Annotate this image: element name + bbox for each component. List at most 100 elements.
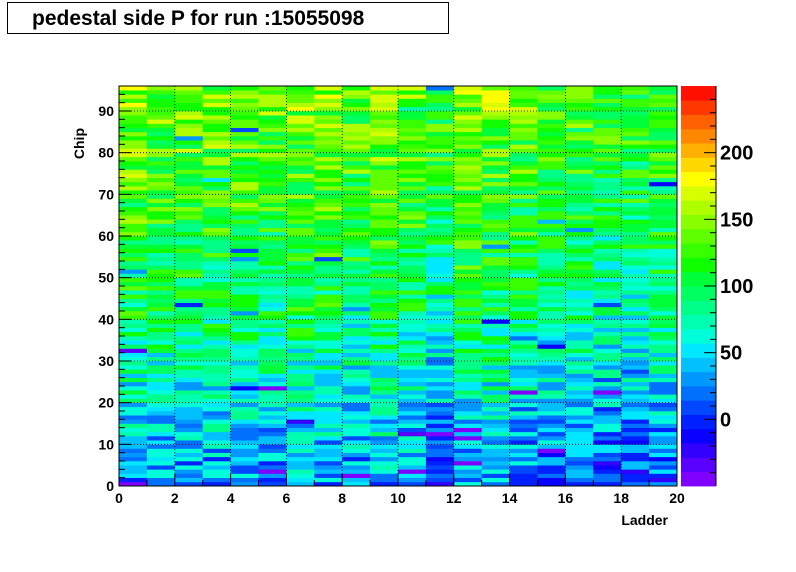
- x-tick-label: 16: [558, 490, 574, 506]
- heatmap-cell: [119, 223, 148, 228]
- heatmap-cell: [621, 465, 650, 470]
- heatmap-cell: [425, 256, 455, 262]
- heatmap-cell: [286, 106, 315, 112]
- heatmap-cell: [258, 452, 287, 458]
- heatmap-cell: [537, 461, 566, 466]
- heatmap-cell: [649, 473, 678, 478]
- heatmap-cell: [174, 323, 203, 328]
- heatmap-cell: [509, 106, 538, 112]
- heatmap-cell: [509, 327, 538, 333]
- heatmap-cell: [481, 94, 510, 99]
- heatmap-cell: [342, 331, 371, 337]
- heatmap-cell: [649, 90, 678, 95]
- color-scale-label: 50: [720, 343, 742, 365]
- heatmap-cell: [481, 306, 510, 312]
- heatmap-cell: [258, 98, 287, 103]
- heatmap-cell: [425, 215, 455, 220]
- heatmap-cell: [230, 202, 259, 208]
- heatmap-cell: [174, 415, 203, 420]
- heatmap-cell: [537, 277, 566, 283]
- heatmap-cell: [370, 111, 399, 116]
- heatmap-cell: [398, 131, 427, 137]
- heatmap-cell: [174, 436, 203, 441]
- heatmap-cell: [565, 361, 594, 366]
- heatmap-cell: [119, 165, 148, 170]
- heatmap-cell: [621, 127, 650, 133]
- heatmap-cell: [537, 473, 566, 478]
- heatmap-cell: [509, 227, 538, 233]
- heatmap-cell: [286, 231, 315, 237]
- heatmap-cell: [398, 481, 427, 487]
- heatmap-cell: [398, 461, 427, 466]
- heatmap-cell: [565, 223, 594, 228]
- heatmap-cell: [286, 273, 315, 278]
- heatmap-cell: [509, 331, 538, 337]
- heatmap-cell: [481, 381, 510, 387]
- heatmap-cell: [621, 440, 650, 445]
- heatmap-cell: [342, 215, 371, 220]
- heatmap-cell: [398, 361, 427, 366]
- heatmap-cell: [146, 315, 176, 320]
- heatmap-cell: [621, 340, 650, 345]
- heatmap-cell: [258, 161, 287, 166]
- heatmap-cell: [174, 86, 203, 91]
- heatmap-cell: [453, 298, 482, 303]
- heatmap-cell: [565, 386, 594, 391]
- heatmap-cell: [565, 394, 594, 399]
- heatmap-cell: [314, 181, 343, 187]
- heatmap-cell: [621, 98, 650, 103]
- heatmap-cell: [509, 256, 538, 262]
- heatmap-cell: [509, 398, 538, 403]
- heatmap-cell: [621, 352, 650, 358]
- heatmap-cell: [174, 286, 203, 291]
- heatmap-cell: [202, 477, 231, 483]
- heatmap-cell: [621, 444, 650, 449]
- heatmap-cell: [649, 123, 678, 128]
- heatmap-cell: [481, 406, 510, 412]
- heatmap-cell: [146, 106, 176, 112]
- heatmap-cell: [146, 361, 176, 366]
- heatmap-cell: [230, 311, 259, 316]
- heatmap-cell: [230, 261, 259, 266]
- heatmap-cell: [230, 431, 259, 437]
- heatmap-cell: [509, 298, 538, 303]
- heatmap-cell: [286, 361, 315, 366]
- heatmap-cell: [481, 302, 510, 308]
- heatmap-cell: [649, 336, 678, 341]
- heatmap-cell: [398, 111, 427, 116]
- heatmap-cell: [565, 481, 594, 487]
- heatmap-cell: [230, 427, 259, 433]
- heatmap-cell: [537, 411, 566, 416]
- heatmap-cell: [565, 206, 594, 212]
- heatmap-cell: [202, 394, 231, 399]
- heatmap-cell: [398, 269, 427, 274]
- heatmap-cell: [174, 215, 203, 220]
- heatmap-cell: [146, 269, 176, 274]
- heatmap-cell: [509, 415, 538, 420]
- heatmap-cell: [509, 348, 538, 353]
- heatmap-cell: [370, 427, 399, 433]
- heatmap-cell: [202, 331, 231, 337]
- heatmap-cell: [537, 377, 566, 383]
- heatmap-cell: [146, 152, 176, 158]
- heatmap-cell: [425, 127, 455, 133]
- heatmap-cell: [174, 465, 203, 470]
- heatmap-cell: [565, 465, 594, 470]
- heatmap-cell: [119, 181, 148, 187]
- heatmap-cell: [258, 269, 287, 274]
- heatmap-cell: [119, 148, 148, 153]
- heatmap-cell: [342, 315, 371, 320]
- heatmap-cell: [230, 281, 259, 287]
- heatmap-cell: [537, 452, 566, 458]
- heatmap-cell: [509, 194, 538, 199]
- heatmap-cell: [621, 427, 650, 433]
- heatmap-cell: [425, 402, 455, 408]
- heatmap-cell: [286, 319, 315, 324]
- heatmap-cell: [425, 265, 455, 270]
- heatmap-cell: [565, 452, 594, 458]
- heatmap-cell: [565, 106, 594, 112]
- heatmap-cell: [649, 277, 678, 283]
- x-tick-label: 14: [502, 490, 518, 506]
- heatmap-cell: [342, 86, 371, 91]
